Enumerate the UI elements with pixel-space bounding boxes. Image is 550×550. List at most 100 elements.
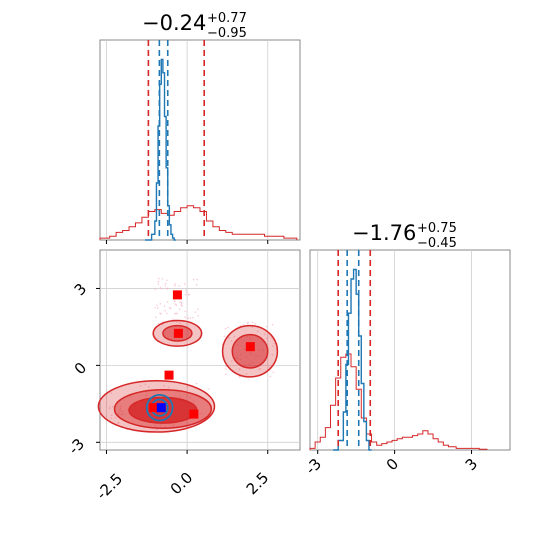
marginal-y-panel: −1.76 +0.75 −0.45 <box>309 221 511 454</box>
red-square-marker-4 <box>149 403 159 413</box>
scatter-point-33 <box>174 303 176 305</box>
scatter-point-75 <box>224 373 227 376</box>
scatter-point-19 <box>160 287 163 290</box>
scatter-point-57 <box>157 322 160 325</box>
scatter-point-191 <box>145 394 148 397</box>
title-2-sup: +0.75 <box>417 221 457 236</box>
scatter-point-26 <box>160 313 162 315</box>
scatter-point-24 <box>181 305 183 307</box>
scatter-point-43 <box>185 289 187 292</box>
red-square-marker-2 <box>245 342 255 352</box>
marginal-y-red-hist-path <box>309 353 488 450</box>
scatter-point-53 <box>185 291 188 293</box>
scatter-point-180 <box>114 416 117 419</box>
scatter-point-93 <box>263 333 266 335</box>
scatter-point-42 <box>163 305 166 307</box>
scatter-point-111 <box>225 368 227 370</box>
scatter-point-62 <box>156 307 159 309</box>
joint-frame <box>99 249 301 451</box>
scatter-point-161 <box>159 424 162 426</box>
scatter-point-15 <box>184 310 186 313</box>
marginal-y-quantile-lines <box>337 250 372 450</box>
scatter-point-23 <box>175 312 177 315</box>
scatter-point-187 <box>119 409 122 412</box>
scatter-point-38 <box>195 283 198 286</box>
x-tick-labels-left: -2.5 0.0 2.5 <box>93 469 273 504</box>
x-tick-label-right-3: 3 <box>462 455 481 474</box>
red-square-marker-1 <box>173 328 183 338</box>
scatter-point-117 <box>272 371 275 374</box>
scatter-point-59 <box>192 316 194 319</box>
scatter-point-34 <box>165 312 168 315</box>
scatter-point-81 <box>227 326 229 329</box>
scatter-point-87 <box>265 325 268 328</box>
scatter-point-76 <box>230 360 233 362</box>
marginal-x-blue-hist-path <box>145 58 176 241</box>
scatter-point-74 <box>224 327 227 330</box>
y-tick-label-3: -3 <box>65 435 88 458</box>
scatter-point-205 <box>111 405 114 408</box>
scatter-point-7 <box>176 312 179 315</box>
title-1-main: −0.24 <box>142 11 206 35</box>
scatter-point-28 <box>156 304 158 307</box>
scatter-point-84 <box>246 322 249 325</box>
scatter-point-141 <box>121 410 124 413</box>
marginal-x-title: −0.24 +0.77 −0.95 <box>142 11 247 41</box>
y-tick-label-2: 0 <box>71 359 90 378</box>
scatter-point-198 <box>189 396 192 399</box>
scatter-point-21 <box>157 280 160 283</box>
scatter-point-127 <box>242 324 244 326</box>
scatter-point-115 <box>223 335 226 338</box>
scatter-point-64 <box>189 317 192 319</box>
scatter-point-171 <box>167 386 170 389</box>
scatter-point-22 <box>164 282 167 285</box>
scatter-point-149 <box>154 424 157 427</box>
scatter-point-50 <box>159 286 162 289</box>
marginal-y-red-histogram <box>309 353 488 450</box>
scatter-point-147 <box>186 386 189 388</box>
scatter-point-172 <box>110 414 113 416</box>
scatter-point-175 <box>139 384 142 387</box>
scatter-point-45 <box>154 306 156 309</box>
joint-red-contours <box>97 319 279 433</box>
scatter-point-207 <box>110 392 113 395</box>
marginal-y-blue-histogram <box>333 268 372 451</box>
scatter-point-90 <box>245 373 248 375</box>
scatter-point-31 <box>173 300 176 303</box>
scatter-point-104 <box>230 340 233 342</box>
scatter-point-110 <box>272 345 274 347</box>
scatter-point-20 <box>169 307 172 310</box>
scatter-point-49 <box>180 301 183 304</box>
scatter-point-164 <box>172 424 175 426</box>
scatter-point-186 <box>120 413 123 416</box>
scatter-point-41 <box>168 307 171 309</box>
title-2-main: −1.76 <box>352 221 416 245</box>
marginal-y-grid <box>317 250 473 454</box>
scatter-point-129 <box>225 365 227 368</box>
scatter-point-203 <box>108 407 111 410</box>
x-tick-label-right-2: 0 <box>383 455 402 474</box>
scatter-point-68 <box>175 304 178 307</box>
scatter-point-97 <box>247 321 249 324</box>
x-tick-label-left-3: 2.5 <box>243 469 273 499</box>
joint-markers <box>149 290 255 419</box>
title-1-sup: +0.77 <box>207 11 247 26</box>
scatter-point-183 <box>118 412 120 415</box>
scatter-point-105 <box>233 335 236 338</box>
scatter-point-46 <box>180 303 183 305</box>
scatter-point-150 <box>200 412 203 415</box>
marginal-y-frame <box>309 249 511 451</box>
scatter-point-167 <box>208 388 210 390</box>
marginal-x-quantile-lines <box>147 40 205 240</box>
scatter-point-12 <box>159 303 162 305</box>
marginal-x-grid <box>105 40 269 244</box>
scatter-point-37 <box>192 278 195 281</box>
y-tick-labels-left: 3 0 -3 <box>65 280 90 458</box>
x-tick-labels-right: -3 0 3 <box>302 455 481 478</box>
scatter-point-32 <box>173 284 176 287</box>
marginal-y-title: −1.76 +0.75 −0.45 <box>352 221 457 251</box>
scatter-point-99 <box>259 367 262 370</box>
scatter-point-67 <box>172 318 174 321</box>
title-1-sub: −0.95 <box>207 26 247 41</box>
